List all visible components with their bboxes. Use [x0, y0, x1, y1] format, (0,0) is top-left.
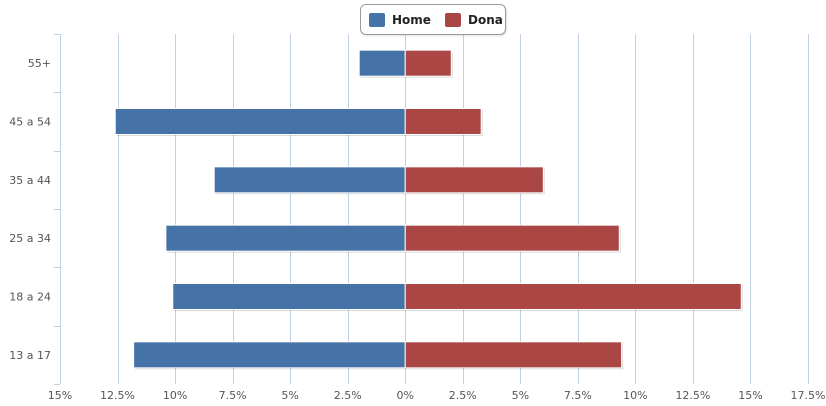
x-axis-label: 12.5% — [675, 389, 710, 402]
legend: Home Dona — [360, 4, 506, 35]
y-axis-label: 45 a 54 — [9, 116, 51, 129]
x-axis-label: 7.5% — [219, 389, 247, 402]
legend-swatch-dona — [445, 13, 461, 27]
bar-dona-1[interactable] — [404, 108, 482, 135]
x-axis-label: 2.5% — [334, 389, 362, 402]
bar-home-5[interactable] — [133, 341, 406, 369]
x-axis-labels: 15% 12.5% 10% 7.5% 5% 2.5% 0% 2.5% 5% 7.5% 10% 12.5… — [48, 389, 826, 402]
bar-dona-2[interactable] — [404, 166, 544, 194]
bar-dona-0[interactable] — [404, 49, 452, 77]
grid-lines — [60, 34, 809, 384]
x-axis-label: 2.5% — [449, 389, 477, 402]
x-axis-label: 5% — [512, 389, 529, 402]
bar-home-3[interactable] — [165, 224, 406, 252]
y-axis-labels: 55+ 45 a 54 35 a 44 25 a 34 18 a 24 13 a 17 — [9, 57, 51, 362]
bar-home-1[interactable] — [114, 108, 406, 135]
y-axis-label: 18 a 24 — [9, 291, 51, 304]
legend-label-dona: Dona — [468, 13, 503, 27]
bar-home-2[interactable] — [213, 166, 406, 194]
y-axis-label: 25 a 34 — [9, 232, 51, 245]
legend-item-home[interactable]: Home — [369, 12, 431, 28]
x-axis-label: 5% — [281, 389, 298, 402]
bars — [114, 49, 743, 370]
y-axis-label: 35 a 44 — [9, 174, 51, 187]
bar-dona-3[interactable] — [404, 224, 620, 252]
legend-item-dona[interactable]: Dona — [445, 12, 503, 28]
bar-home-0[interactable] — [358, 49, 406, 77]
bar-home-4[interactable] — [172, 283, 406, 310]
x-axis-label: 0% — [397, 389, 414, 402]
bar-dona-5[interactable] — [404, 341, 623, 369]
x-axis-label: 15% — [738, 389, 762, 402]
x-axis-label: 10% — [163, 389, 187, 402]
x-axis-label: 15% — [48, 389, 72, 402]
bar-dona-4[interactable] — [404, 283, 742, 310]
x-axis-label: 7.5% — [564, 389, 592, 402]
x-axis-label: 17.5% — [791, 389, 826, 402]
y-axis-label: 13 a 17 — [9, 349, 51, 362]
x-axis-label: 12.5% — [100, 389, 135, 402]
y-axis-tick-marks — [54, 34, 60, 385]
legend-swatch-home — [369, 13, 385, 27]
legend-label-home: Home — [392, 13, 431, 27]
y-axis-label: 55+ — [28, 57, 51, 70]
x-axis-label: 10% — [623, 389, 647, 402]
